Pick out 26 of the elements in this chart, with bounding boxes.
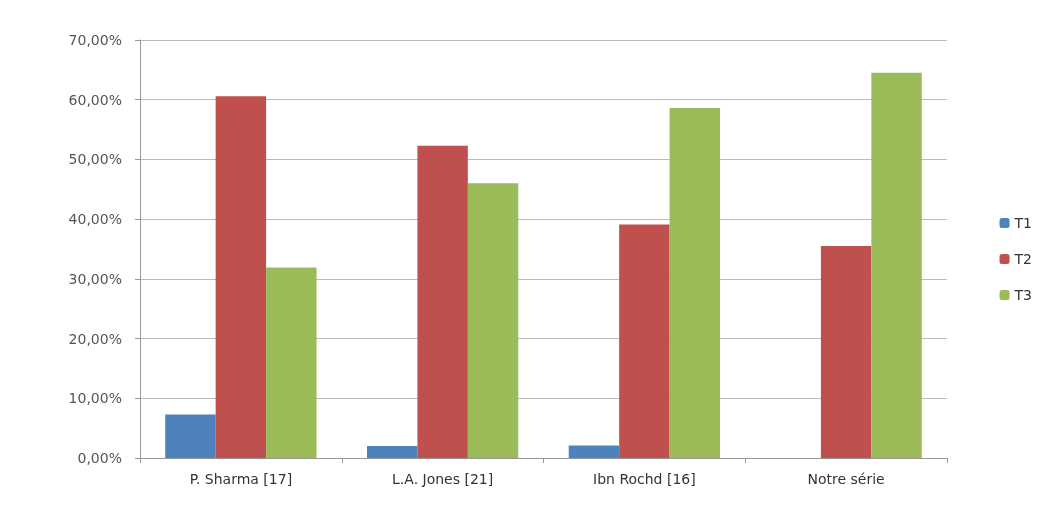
y-tick-label: 10,00% [68, 390, 122, 407]
bar [669, 108, 721, 458]
y-tick-label: 30,00% [68, 270, 122, 287]
x-tick-label: Notre série [807, 471, 885, 487]
legend-label: T2 [1013, 251, 1033, 267]
bar [417, 145, 468, 458]
y-tick-label: 70,00% [68, 32, 122, 48]
y-tick-label: 20,00% [68, 330, 122, 347]
bar [215, 96, 267, 458]
y-tick-label: 40,00% [68, 211, 122, 228]
y-tick-label: 50,00% [68, 151, 122, 168]
x-tick-label: L.A. Jones [21] [392, 471, 494, 487]
bar [266, 267, 317, 458]
bar [165, 414, 216, 458]
bar [820, 246, 872, 458]
x-tick-label: Ibn Rochd [16] [593, 471, 696, 487]
legend-label: T3 [1013, 287, 1033, 303]
x-tick-label: P. Sharma [17] [189, 471, 293, 487]
legend-label: T1 [1013, 215, 1033, 231]
y-tick-label: 60,00% [68, 91, 122, 108]
bar [366, 446, 418, 458]
bar [467, 183, 519, 458]
bar [568, 445, 620, 458]
bar [619, 224, 670, 458]
bar [871, 72, 922, 458]
y-tick-label: 0,00% [77, 450, 122, 466]
